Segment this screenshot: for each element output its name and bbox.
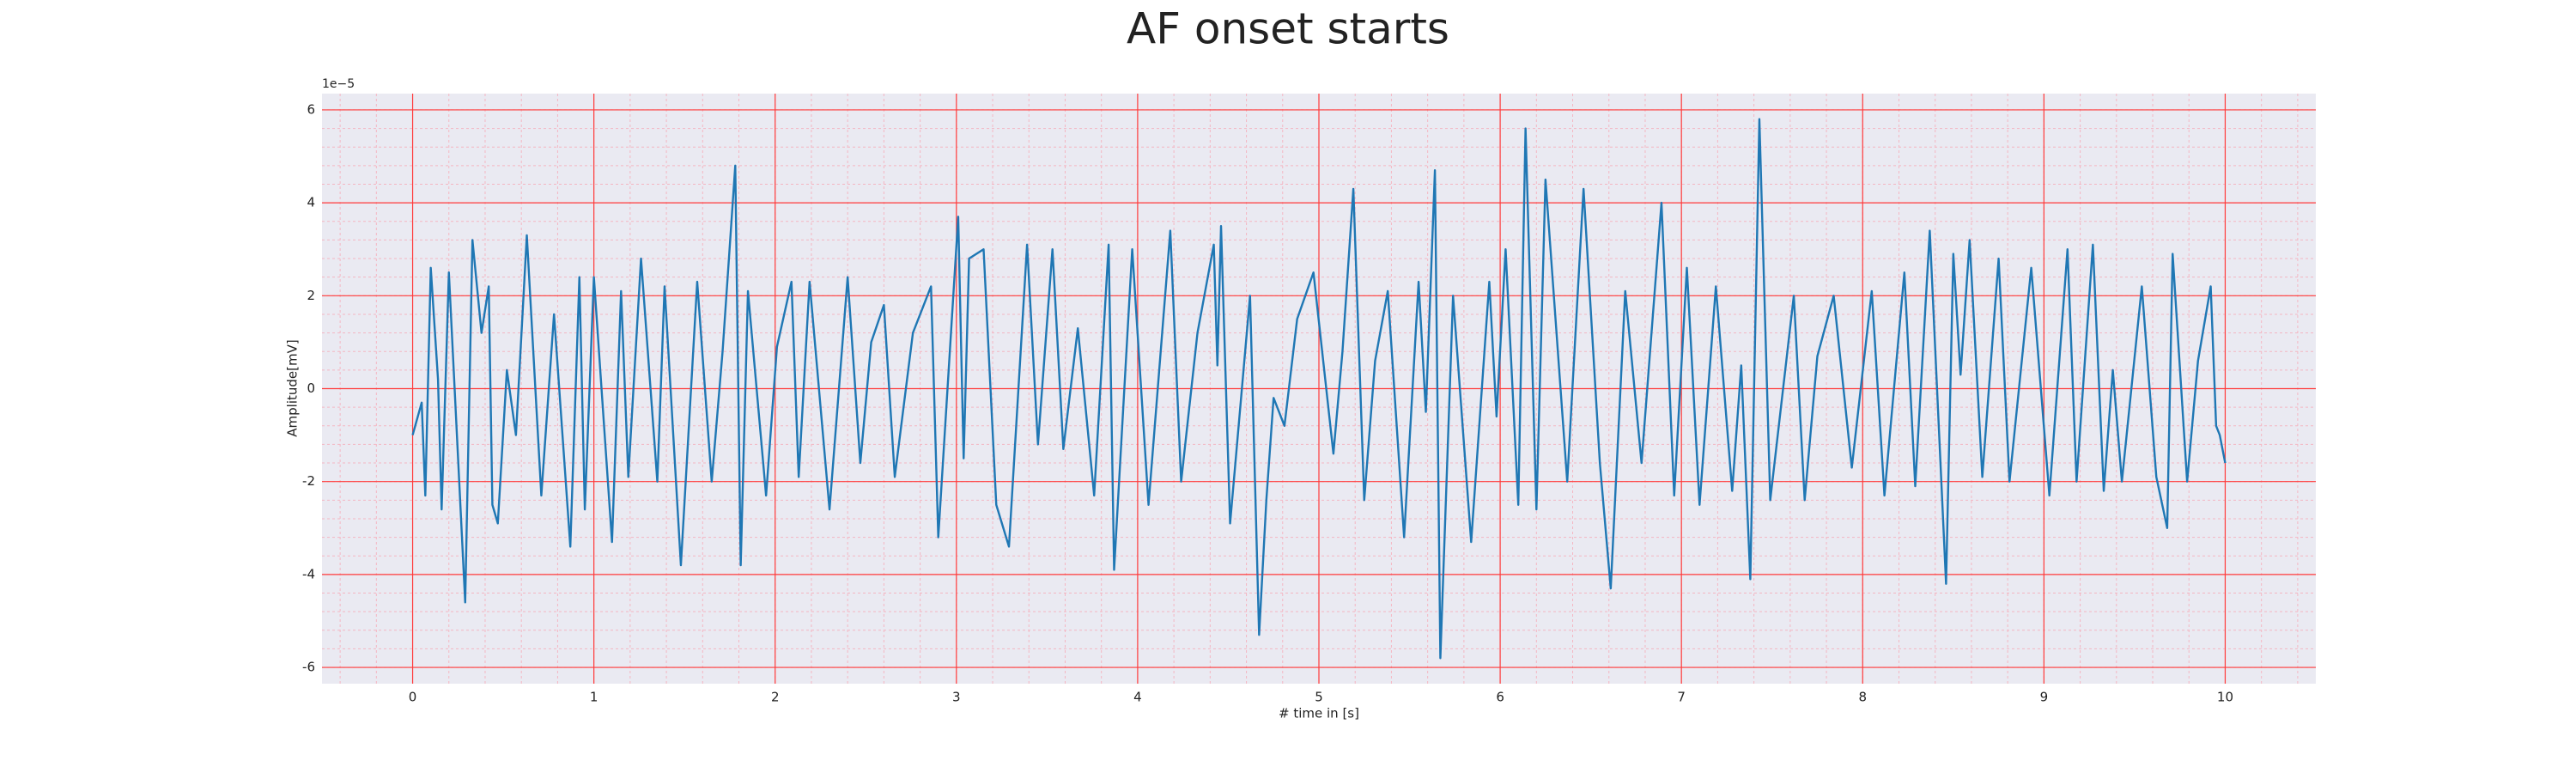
y-axis-label: Amplitude[mV]	[285, 339, 301, 436]
x-tick-label: 0	[409, 690, 417, 705]
y-tick-label: -6	[302, 660, 315, 675]
chart-title: AF onset starts	[1127, 4, 1449, 54]
x-tick-label: 9	[2040, 690, 2049, 705]
x-tick-label: 8	[1858, 690, 1867, 705]
x-axis-label: # time in [s]	[1279, 706, 1359, 721]
signal-line	[411, 118, 2227, 660]
x-tick-label: 2	[771, 690, 780, 705]
y-tick-label: 6	[307, 101, 315, 117]
x-tick-label: 5	[1315, 690, 1323, 705]
x-tick-label: 10	[2217, 690, 2233, 705]
y-offset-label: 1e−5	[322, 77, 355, 91]
x-tick-label: 7	[1677, 690, 1686, 705]
y-tick-label: 0	[307, 380, 315, 396]
x-tick-label: 6	[1496, 690, 1504, 705]
y-tick-label: 2	[307, 288, 315, 303]
x-tick-label: 4	[1133, 690, 1142, 705]
y-tick-label: -2	[302, 473, 315, 489]
y-tick-label: 4	[307, 195, 315, 210]
x-tick-label: 3	[952, 690, 961, 705]
y-tick-label: -4	[302, 566, 315, 581]
x-tick-label: 1	[590, 690, 598, 705]
